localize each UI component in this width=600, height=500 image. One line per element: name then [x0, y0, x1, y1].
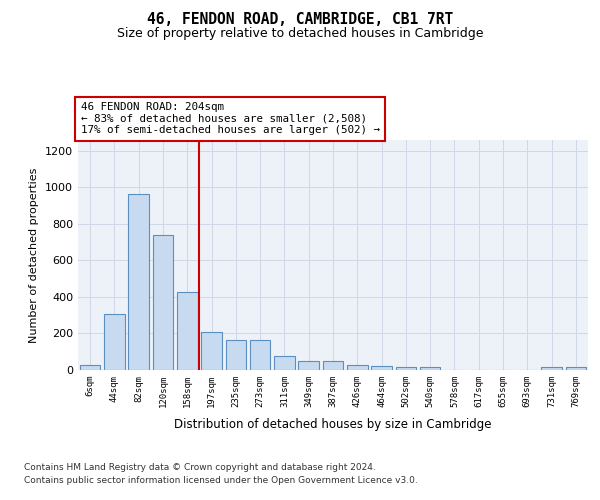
Bar — [80, 366, 100, 370]
Bar — [420, 368, 440, 370]
X-axis label: Distribution of detached houses by size in Cambridge: Distribution of detached houses by size … — [174, 418, 492, 431]
Text: Size of property relative to detached houses in Cambridge: Size of property relative to detached ho… — [117, 28, 483, 40]
Bar — [152, 235, 173, 370]
Bar — [541, 368, 562, 370]
Bar — [226, 340, 246, 370]
Bar — [298, 361, 319, 370]
Bar — [128, 194, 149, 370]
Bar — [274, 356, 295, 370]
Text: 46 FENDON ROAD: 204sqm
← 83% of detached houses are smaller (2,508)
17% of semi-: 46 FENDON ROAD: 204sqm ← 83% of detached… — [80, 102, 380, 136]
Bar — [250, 340, 271, 370]
Bar — [395, 368, 416, 370]
Bar — [371, 366, 392, 370]
Bar — [347, 364, 368, 370]
Bar — [323, 361, 343, 370]
Text: Contains HM Land Registry data © Crown copyright and database right 2024.: Contains HM Land Registry data © Crown c… — [24, 462, 376, 471]
Bar — [177, 292, 197, 370]
Bar — [201, 332, 222, 370]
Bar — [566, 368, 586, 370]
Y-axis label: Number of detached properties: Number of detached properties — [29, 168, 40, 342]
Text: Contains public sector information licensed under the Open Government Licence v3: Contains public sector information licen… — [24, 476, 418, 485]
Text: 46, FENDON ROAD, CAMBRIDGE, CB1 7RT: 46, FENDON ROAD, CAMBRIDGE, CB1 7RT — [147, 12, 453, 28]
Bar — [104, 314, 125, 370]
